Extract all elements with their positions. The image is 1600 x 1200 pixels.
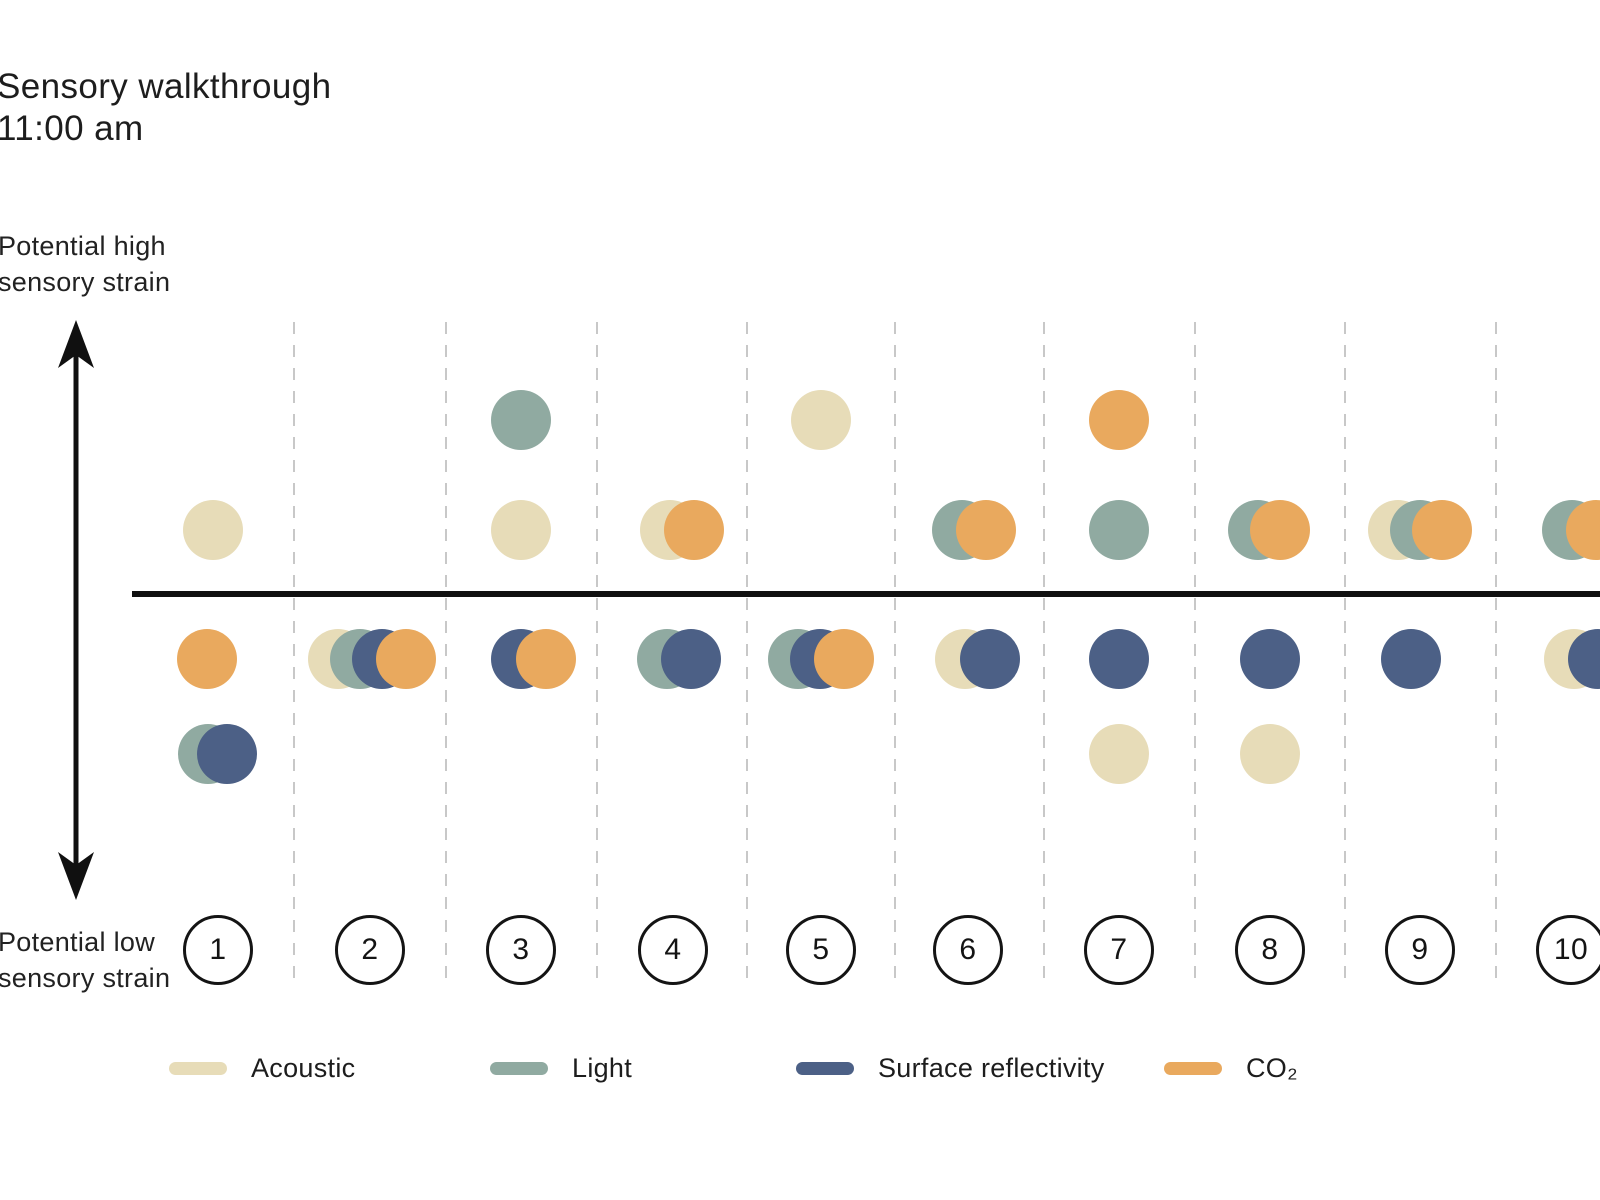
chart-title: Sensory walkthrough <box>0 67 332 106</box>
dot-co-station-9 <box>1412 500 1472 560</box>
strain-baseline <box>132 591 1600 597</box>
station-divider-line <box>893 322 896 988</box>
dot-acoustic-station-3 <box>491 500 551 560</box>
station-number-1: 1 <box>183 915 253 985</box>
legend-item-co: CO₂ <box>1164 1050 1298 1087</box>
axis-label-low-line2: sensory strain <box>0 963 171 993</box>
station-divider-line <box>1042 322 1045 988</box>
dot-co-station-8 <box>1250 500 1310 560</box>
legend-swatch-acoustic <box>169 1062 227 1075</box>
station-number-8: 8 <box>1235 915 1305 985</box>
title-block: Sensory walkthrough 11:00 am <box>0 66 331 150</box>
legend-item-surface-reflectivity: Surface reflectivity <box>796 1050 1105 1087</box>
dot-co-station-4 <box>664 500 724 560</box>
station-number-5: 5 <box>786 915 856 985</box>
station-divider-line <box>1193 322 1196 988</box>
dot-acoustic-station-7 <box>1089 724 1149 784</box>
legend-label-surface-reflectivity: Surface reflectivity <box>878 1053 1105 1083</box>
legend-label-light: Light <box>572 1053 633 1083</box>
dot-acoustic-station-1 <box>183 500 243 560</box>
station-divider-line <box>293 322 295 988</box>
dot-co-station-3 <box>516 629 576 689</box>
dot-co-station-1 <box>177 629 237 689</box>
axis-label-high-line2: sensory strain <box>0 267 171 297</box>
legend-label-acoustic: Acoustic <box>251 1053 356 1083</box>
station-divider-line <box>746 322 748 988</box>
dot-light-station-7 <box>1089 500 1149 560</box>
station-number-7: 7 <box>1084 915 1154 985</box>
dot-co-station-5 <box>814 629 874 689</box>
dot-surface-reflectivity-station-9 <box>1381 629 1441 689</box>
dot-co-station-6 <box>956 500 1016 560</box>
station-number-2: 2 <box>335 915 405 985</box>
strain-axis-arrow-icon <box>58 320 94 900</box>
station-divider-line <box>1494 322 1497 988</box>
station-divider-line <box>444 322 447 988</box>
dot-surface-reflectivity-station-7 <box>1089 629 1149 689</box>
legend-item-acoustic: Acoustic <box>169 1050 355 1087</box>
station-divider-line <box>596 322 598 988</box>
station-number-10: 10 <box>1536 915 1600 985</box>
axis-label-low-strain: Potential low sensory strain <box>0 924 170 996</box>
dot-light-station-3 <box>491 390 551 450</box>
dot-co-station-7 <box>1089 390 1149 450</box>
dot-surface-reflectivity-station-1 <box>197 724 257 784</box>
station-divider-line <box>1344 322 1346 988</box>
dot-surface-reflectivity-station-4 <box>661 629 721 689</box>
dot-acoustic-station-8 <box>1240 724 1300 784</box>
station-number-9: 9 <box>1385 915 1455 985</box>
station-number-3: 3 <box>486 915 556 985</box>
axis-label-low-line1: Potential low <box>0 927 155 957</box>
legend-swatch-light <box>490 1062 548 1075</box>
station-number-6: 6 <box>933 915 1003 985</box>
chart-subtitle: 11:00 am <box>0 109 144 148</box>
dot-co-station-2 <box>376 629 436 689</box>
dot-surface-reflectivity-station-8 <box>1240 629 1300 689</box>
legend-swatch-surface-reflectivity <box>796 1062 854 1075</box>
dot-acoustic-station-5 <box>791 390 851 450</box>
station-number-4: 4 <box>638 915 708 985</box>
dot-surface-reflectivity-station-6 <box>960 629 1020 689</box>
axis-label-high-strain: Potential high sensory strain <box>0 228 170 300</box>
legend-item-light: Light <box>490 1050 632 1087</box>
legend-label-co: CO₂ <box>1246 1053 1298 1083</box>
axis-label-high-line1: Potential high <box>0 231 166 261</box>
legend-swatch-co <box>1164 1062 1222 1075</box>
